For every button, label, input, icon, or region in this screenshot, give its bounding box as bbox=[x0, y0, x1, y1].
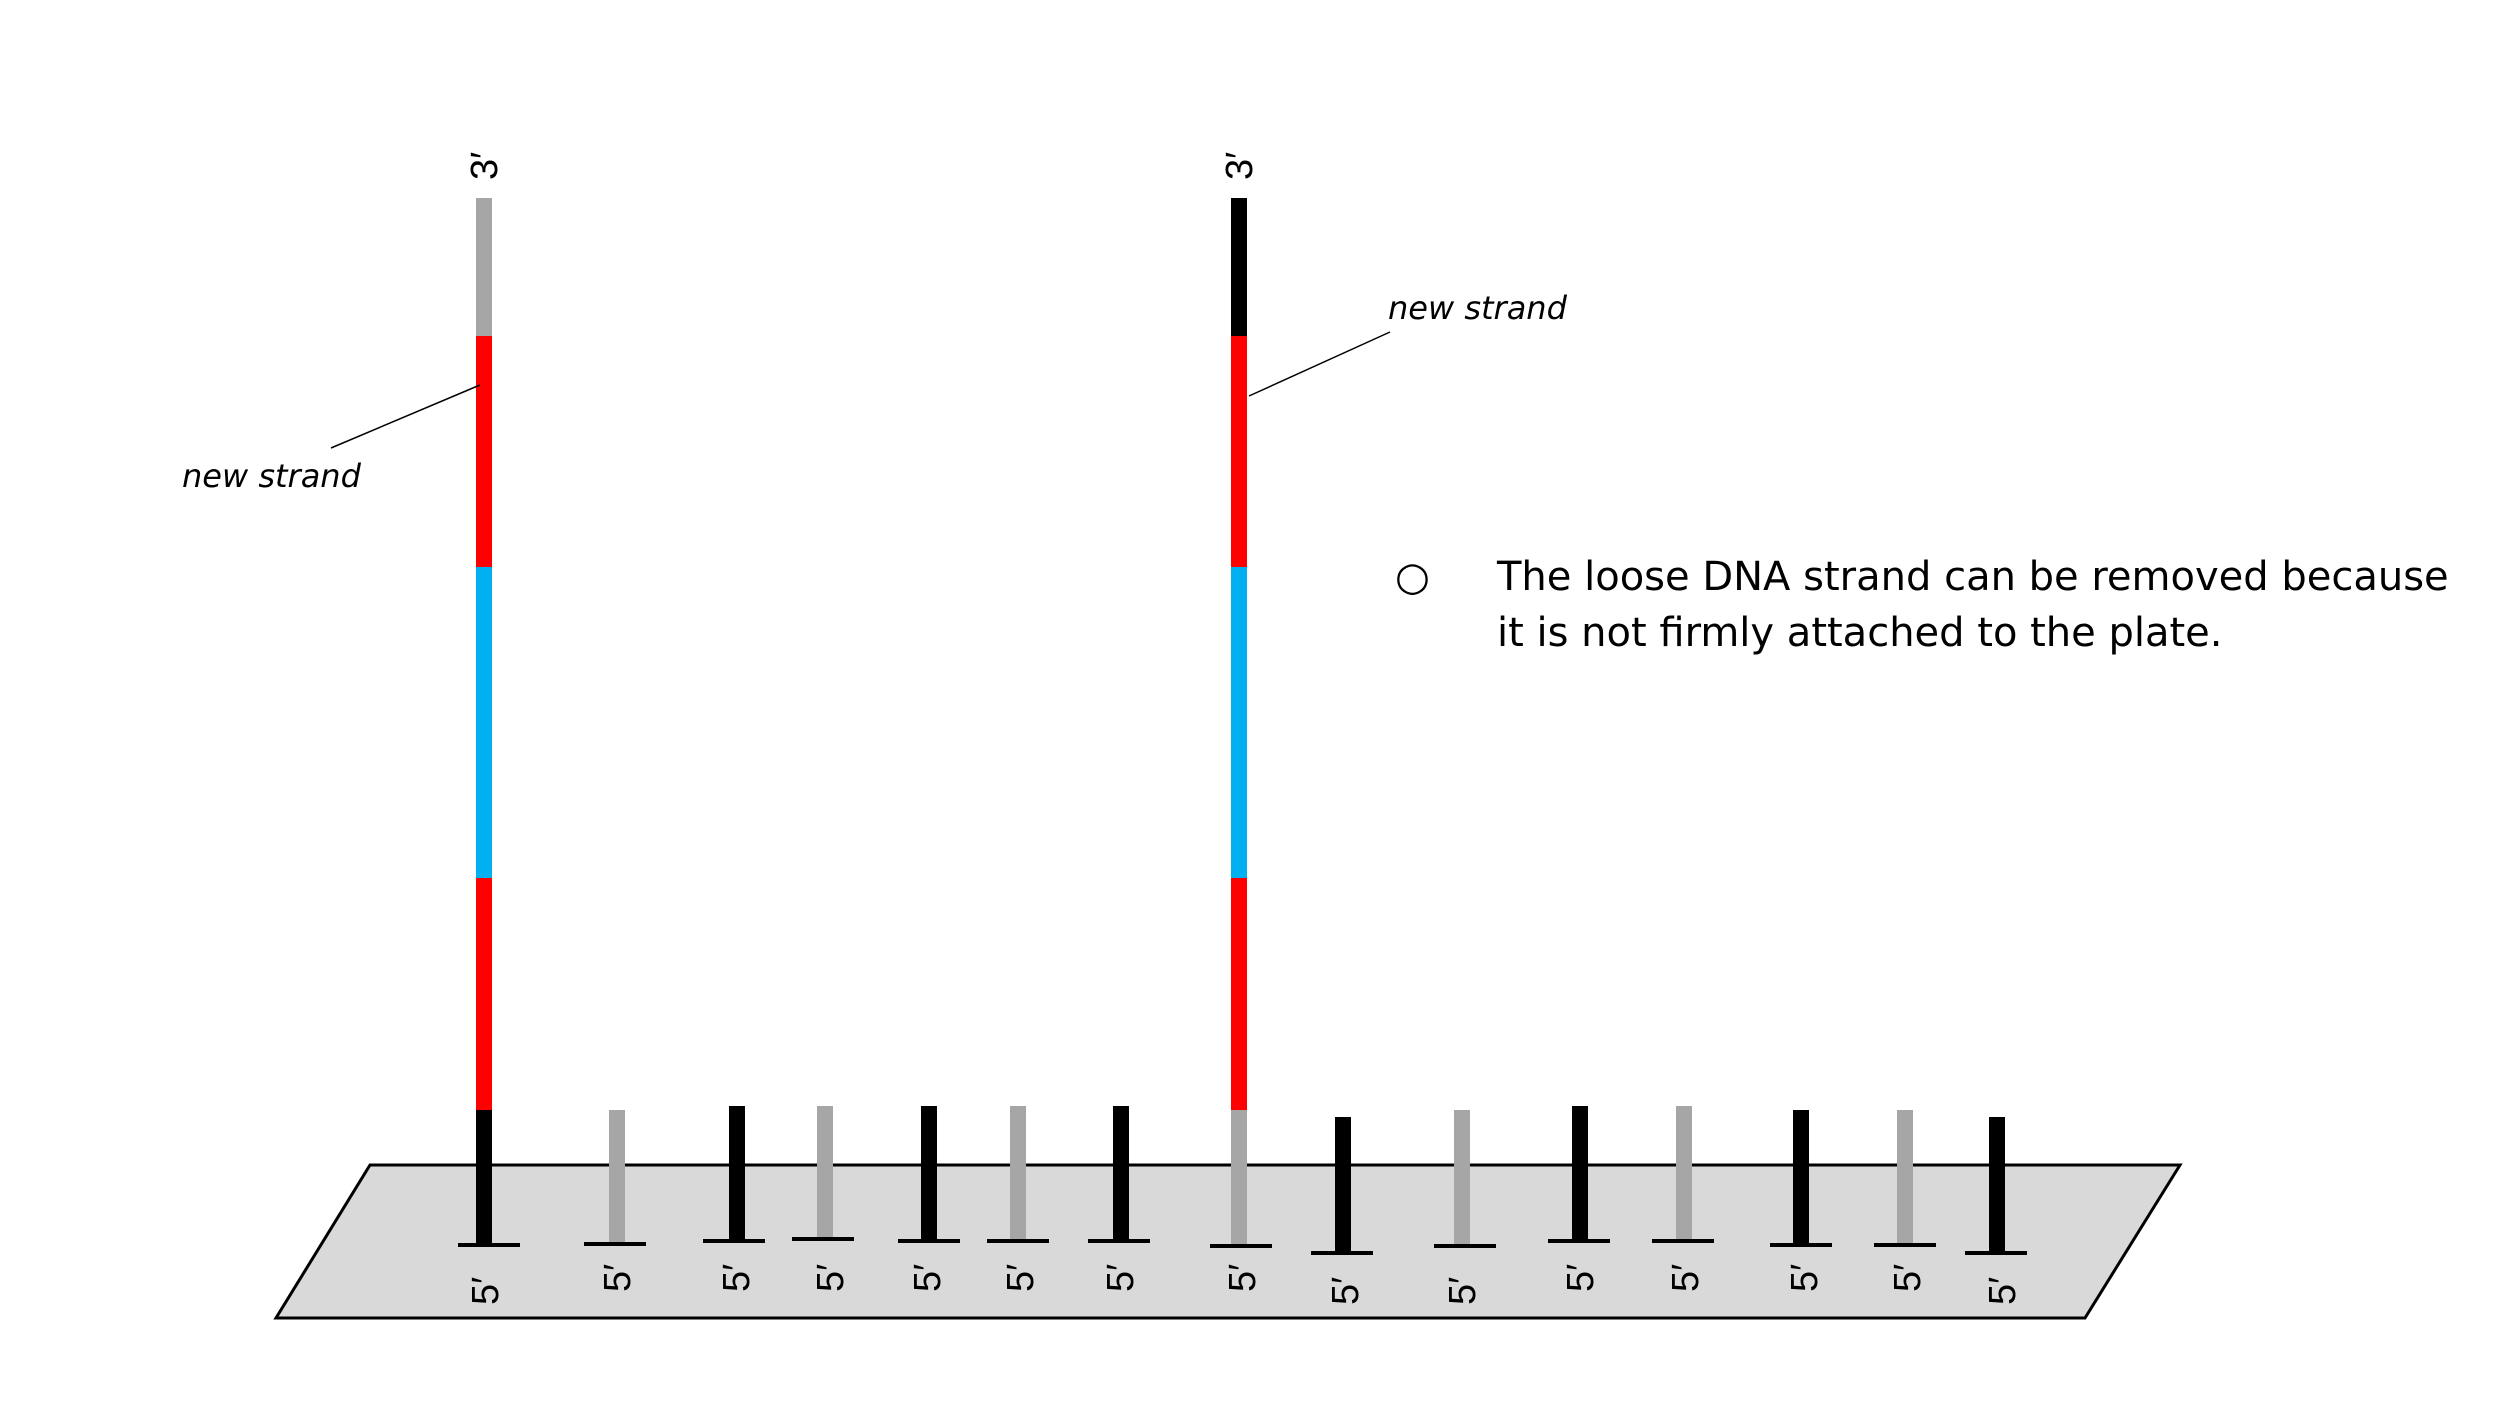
strand-segment-black bbox=[1989, 1117, 2005, 1252]
five-prime-label: 5′ bbox=[1665, 1264, 1707, 1292]
strand-segment-black bbox=[1113, 1106, 1129, 1240]
note-line-1: The loose DNA strand can be removed beca… bbox=[1496, 554, 2449, 600]
five-prime-label: 5′ bbox=[907, 1264, 949, 1292]
short-strand bbox=[1965, 1117, 2027, 1255]
strand-segment-gray bbox=[1676, 1106, 1692, 1240]
strand-segment-black bbox=[729, 1106, 745, 1240]
short-strand bbox=[1311, 1117, 1373, 1255]
short-strand bbox=[1652, 1106, 1714, 1243]
long-strand-left bbox=[458, 198, 520, 1247]
short-strand bbox=[1434, 1110, 1496, 1248]
strand-segment-gray bbox=[1231, 1110, 1247, 1246]
five-prime-label: 5′ bbox=[1982, 1277, 2024, 1305]
short-strand bbox=[584, 1110, 646, 1246]
strand-segment-gray bbox=[1454, 1110, 1470, 1245]
flow-cell-plate bbox=[273, 1163, 2183, 1320]
strand-segment-gray bbox=[476, 198, 492, 336]
three-prime-label-right: 3′ bbox=[1219, 152, 1261, 180]
short-strand bbox=[1088, 1106, 1150, 1243]
strand-segment-red bbox=[476, 878, 492, 1110]
five-prime-label: 5′ bbox=[465, 1277, 507, 1305]
five-prime-label: 5′ bbox=[1887, 1264, 1929, 1292]
strand-segment-black bbox=[1572, 1106, 1588, 1240]
long-strand-right bbox=[1210, 198, 1272, 1248]
strand-segment-red bbox=[1231, 336, 1247, 567]
five-prime-label: 5′ bbox=[716, 1264, 758, 1292]
five-prime-label: 5′ bbox=[1100, 1264, 1142, 1292]
strand-segment-black bbox=[1231, 198, 1247, 336]
five-prime-label: 5′ bbox=[1784, 1264, 1826, 1292]
strand-segment-blue bbox=[476, 567, 492, 878]
five-prime-labels: 5′ 5′ 5′ 5′ 5′ 5′ 5′ 5′ 5′ 5′ 5′ 5′ 5′ 5… bbox=[465, 1264, 2024, 1305]
strand-segment-gray bbox=[817, 1106, 833, 1238]
strand-segment-black bbox=[476, 1110, 492, 1244]
short-strand bbox=[1874, 1110, 1936, 1247]
strand-segment-gray bbox=[1897, 1110, 1913, 1244]
strand-segment-red bbox=[476, 336, 492, 567]
short-strand bbox=[1548, 1106, 1610, 1243]
five-prime-label: 5′ bbox=[1000, 1264, 1042, 1292]
five-prime-label: 5′ bbox=[1325, 1277, 1367, 1305]
five-prime-label: 5′ bbox=[1222, 1264, 1264, 1292]
callout-new-strand-left: new strand bbox=[182, 457, 362, 495]
strand-segment-red bbox=[1231, 878, 1247, 1110]
five-prime-label: 5′ bbox=[597, 1264, 639, 1292]
short-strand bbox=[792, 1106, 854, 1241]
callout-new strand-right: new strand bbox=[1388, 289, 1568, 327]
strand-segment-blue bbox=[1231, 567, 1247, 878]
note-bullet: ○ bbox=[1395, 554, 1430, 600]
callout-leader-left bbox=[330, 384, 481, 449]
callout-leader-right bbox=[1248, 331, 1391, 397]
five-prime-label: 5′ bbox=[1442, 1277, 1484, 1305]
five-prime-label: 5′ bbox=[810, 1264, 852, 1292]
three-prime-label-left: 3′ bbox=[464, 152, 506, 180]
short-strand bbox=[898, 1106, 960, 1243]
strand-segment-gray bbox=[1010, 1106, 1026, 1240]
short-strand bbox=[987, 1106, 1049, 1243]
strand-segment-gray bbox=[609, 1110, 625, 1243]
strand-segment-black bbox=[1335, 1117, 1351, 1252]
note-line-2: it is not firmly attached to the plate. bbox=[1497, 610, 2223, 656]
strand-segment-black bbox=[1793, 1110, 1809, 1244]
short-strand bbox=[703, 1106, 765, 1243]
strand-segment-black bbox=[921, 1106, 937, 1240]
short-strand bbox=[1770, 1110, 1832, 1247]
five-prime-label: 5′ bbox=[1560, 1264, 1602, 1292]
